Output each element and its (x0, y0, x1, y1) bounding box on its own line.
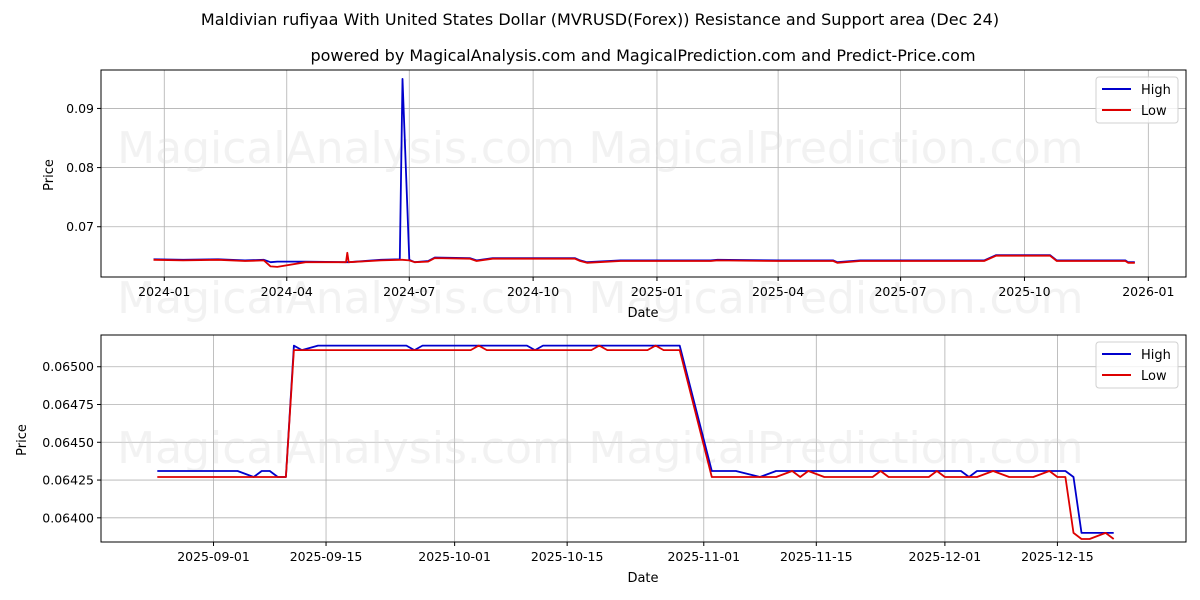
top-chart-watermarks: MagicalAnalysis.com MagicalPrediction.co… (117, 123, 1083, 324)
x-tick-label: 2025-10-15 (531, 549, 604, 564)
bottom-high-line (157, 344, 1114, 534)
legend-high-label: High (1141, 83, 1171, 98)
top-y-axis: 0.07 0.08 0.09 (66, 101, 101, 234)
y-tick-label: 0.07 (66, 219, 94, 234)
watermark-magicalprediction: MagicalPrediction.com (589, 273, 1084, 324)
x-tick-label: 2025-07 (874, 284, 926, 299)
y-tick-label: 0.06425 (42, 473, 94, 488)
legend-high-label: High (1141, 348, 1171, 363)
bottom-y-axis: 0.06400 0.06425 0.06450 0.06475 0.06500 (42, 359, 101, 525)
watermark-magicalprediction: MagicalPrediction.com (589, 423, 1084, 474)
x-tick-label: 2024-10 (507, 284, 559, 299)
y-tick-label: 0.06450 (42, 435, 94, 450)
top-chart-grid (101, 70, 1186, 277)
top-axes-frame (100, 69, 1187, 278)
bottom-axes-frame (100, 334, 1187, 543)
top-legend: High Low (1095, 76, 1179, 124)
y-tick-label: 0.06400 (42, 510, 94, 525)
watermark-magicalanalysis: MagicalAnalysis.com (117, 423, 575, 474)
x-tick-label: 2025-10-01 (418, 549, 491, 564)
watermark-magicalanalysis: MagicalAnalysis.com (117, 123, 575, 174)
bottom-x-axis-label: Date (627, 571, 658, 586)
legend-low-label: Low (1141, 104, 1167, 119)
bottom-legend: High Low (1095, 341, 1179, 389)
y-tick-label: 0.06500 (42, 359, 94, 374)
top-x-axis-label: Date (627, 306, 658, 321)
watermark-magicalprediction: MagicalPrediction.com (589, 123, 1084, 174)
top-low-line (153, 251, 1135, 268)
x-tick-label: 2024-07 (383, 284, 435, 299)
chart-subtitle: powered by MagicalAnalysis.com and Magic… (310, 46, 976, 65)
top-x-axis: 2024-01 2024-04 2024-07 2024-10 2025-01 2025-… (138, 277, 1174, 299)
x-tick-label: 2025-11-01 (667, 549, 740, 564)
x-tick-label: 2025-10 (998, 284, 1050, 299)
bottom-chart-grid (101, 335, 1186, 542)
x-tick-label: 2025-09-01 (177, 549, 250, 564)
bottom-x-axis: 2025-09-01 2025-09-15 2025-10-01 2025-10-15… (177, 542, 1094, 564)
legend-low-label: Low (1141, 369, 1167, 384)
top-chart-panel: MagicalAnalysis.com MagicalPrediction.co… (42, 69, 1187, 324)
bottom-chart-watermarks: MagicalAnalysis.com MagicalPrediction.co… (117, 423, 1083, 474)
y-tick-label: 0.06475 (42, 397, 94, 412)
x-tick-label: 2025-12-01 (909, 549, 982, 564)
x-tick-label: 2024-04 (261, 284, 313, 299)
bottom-chart-panel: MagicalAnalysis.com MagicalPrediction.co… (15, 334, 1187, 586)
x-tick-label: 2025-09-15 (290, 549, 363, 564)
x-tick-label: 2025-04 (752, 284, 804, 299)
top-y-axis-label: Price (42, 159, 57, 191)
y-tick-label: 0.09 (66, 101, 94, 116)
x-tick-label: 2024-01 (138, 284, 190, 299)
bottom-low-line (157, 344, 1115, 540)
chart-title: Maldivian rufiyaa With United States Dol… (200, 10, 1000, 29)
watermark-magicalanalysis: MagicalAnalysis.com (117, 273, 575, 324)
x-tick-label: 2025-11-15 (780, 549, 853, 564)
bottom-y-axis-label: Price (15, 424, 30, 456)
x-tick-label: 2025-01 (631, 284, 683, 299)
x-tick-label: 2026-01 (1122, 284, 1174, 299)
y-tick-label: 0.08 (66, 160, 94, 175)
x-tick-label: 2025-12-15 (1021, 549, 1094, 564)
